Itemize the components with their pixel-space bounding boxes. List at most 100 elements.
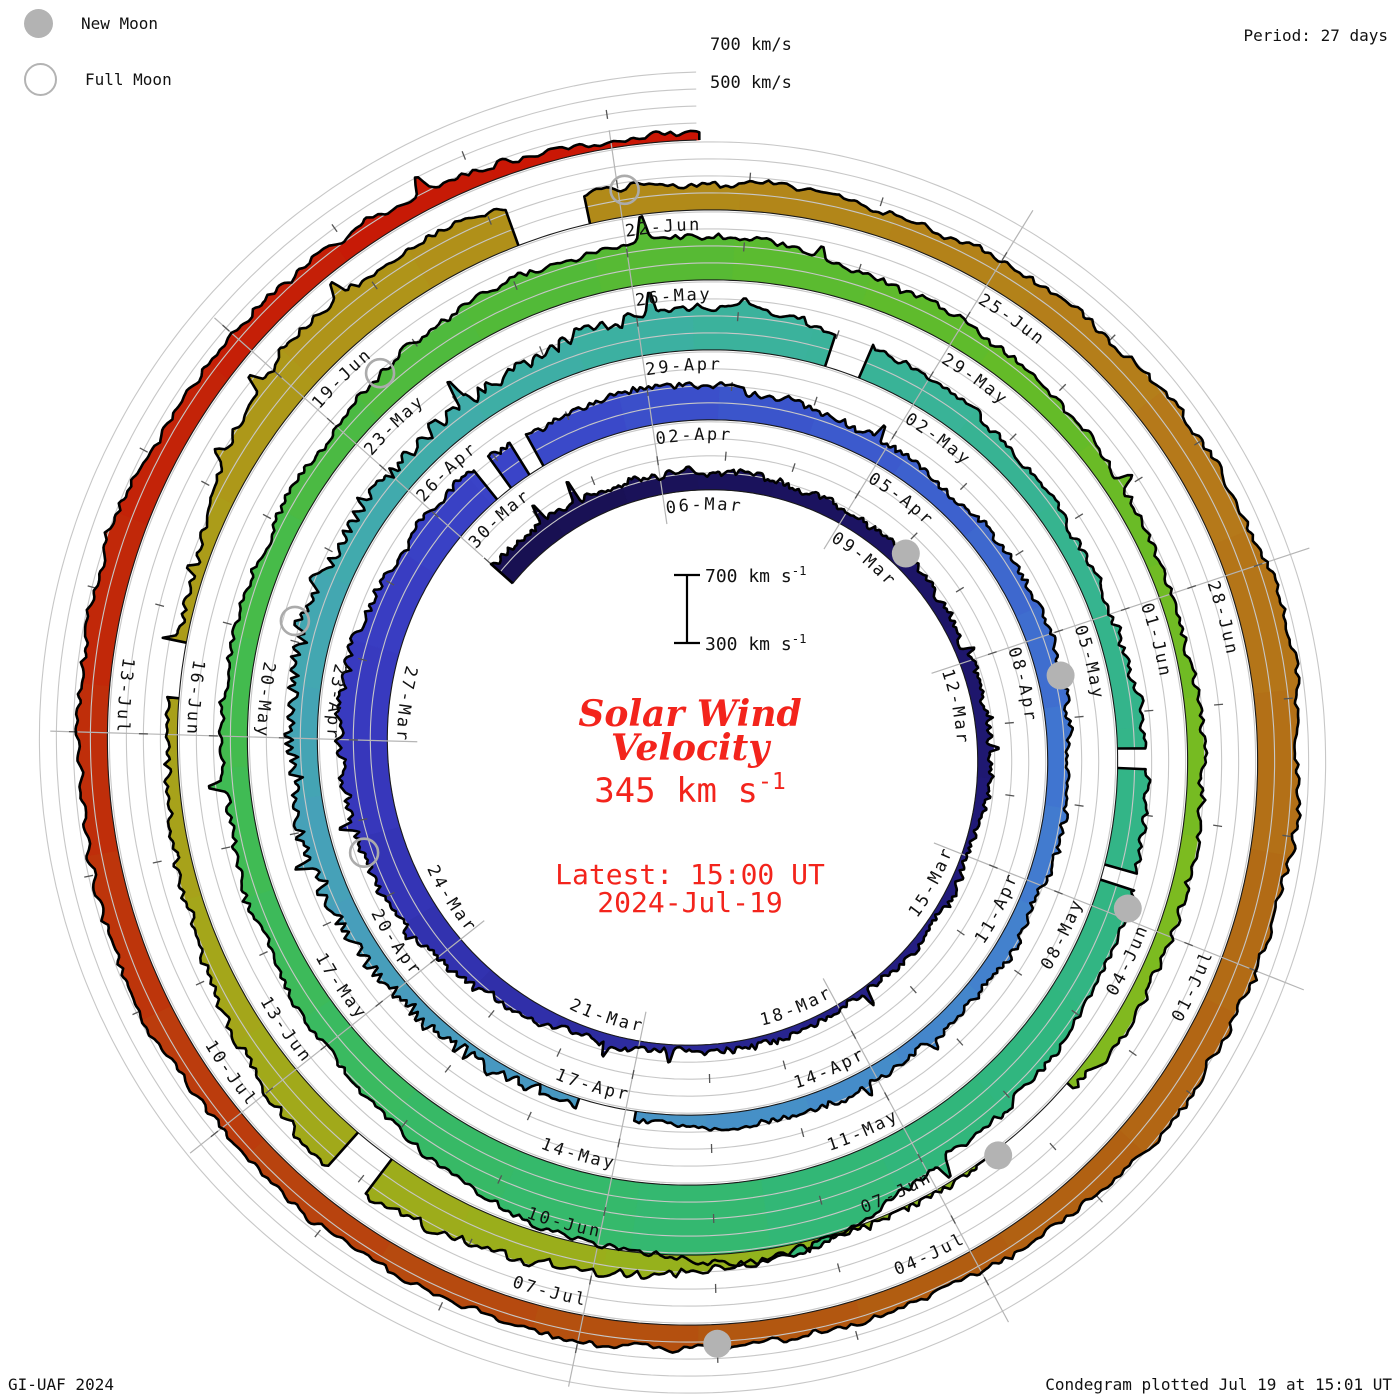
credit-label: GI-UAF 2024 — [8, 1375, 114, 1394]
new-moon-marker — [891, 539, 920, 568]
date-label: r — [1019, 709, 1040, 721]
date-label: a — [950, 718, 971, 730]
moon-legend: New Moon Full Moon — [24, 4, 172, 116]
date-label: r — [719, 425, 731, 446]
date-label: a — [686, 285, 697, 305]
date-label: 9 — [657, 357, 669, 378]
day-tick — [818, 1195, 823, 1205]
date-label: u — [676, 216, 687, 236]
velocity-fill-band — [292, 795, 353, 908]
full-moon-label: Full Moon — [85, 69, 172, 89]
moon-markers — [279, 174, 1142, 1358]
grid-arc-500 — [72, 105, 1293, 1360]
day-tick — [631, 1069, 635, 1079]
day-tick — [513, 281, 518, 290]
velocity-fill-band — [999, 1129, 1145, 1257]
day-tick — [615, 179, 619, 189]
date-label: 2 — [941, 679, 963, 694]
day-tick — [605, 109, 609, 119]
day-tick — [988, 864, 998, 869]
day-tick — [1015, 550, 1024, 556]
day-tick — [987, 651, 997, 656]
day-tick — [1004, 721, 1014, 724]
day-tick — [438, 1301, 444, 1311]
day-tick — [290, 639, 300, 644]
day-tick — [526, 1111, 532, 1121]
velocity-trace-segment — [161, 207, 520, 644]
date-label: M — [1081, 660, 1103, 674]
date-label: - — [660, 287, 672, 308]
day-tick — [385, 580, 395, 586]
velocity-fill-band — [974, 986, 1083, 1113]
day-tick — [1071, 1009, 1080, 1016]
scale-bar: 700 km s-1 300 km s-1 — [674, 564, 806, 655]
day-tick — [956, 1038, 964, 1046]
day-tick — [1282, 834, 1292, 838]
new-moon-marker — [1113, 894, 1142, 923]
date-label: 2 — [257, 660, 279, 674]
date-label: - — [395, 690, 417, 704]
day-tick — [909, 985, 917, 994]
day-tick — [854, 490, 861, 499]
day-tick — [1054, 629, 1064, 634]
day-tick — [152, 860, 162, 864]
date-label: M — [393, 703, 414, 716]
grid-label-700: 700 km/s — [710, 35, 792, 55]
date-label: M — [704, 495, 715, 515]
velocity-fill-band — [898, 557, 956, 630]
day-tick — [357, 657, 368, 662]
day-tick — [724, 451, 727, 461]
grid-label-500: 500 km/s — [710, 73, 792, 93]
date-label: 0 — [256, 673, 277, 686]
scale-bar-top-label: 700 km s-1 — [705, 564, 806, 587]
date-label: M — [947, 705, 968, 718]
date-label: n — [689, 215, 699, 235]
scale-bar-bottom-label: 300 km s-1 — [705, 632, 806, 655]
day-tick — [588, 1275, 593, 1285]
date-label: y — [601, 1151, 615, 1173]
day-tick — [835, 330, 840, 340]
day-tick — [959, 482, 968, 491]
velocity-fill-band — [1134, 389, 1249, 545]
date-label: u — [560, 1286, 575, 1308]
day-tick — [983, 1276, 990, 1286]
new-moon-label: New Moon — [81, 13, 159, 33]
velocity-fill-band — [1036, 500, 1109, 617]
day-tick — [1134, 476, 1143, 483]
date-label: J — [1147, 638, 1169, 652]
day-tick — [855, 1330, 859, 1340]
day-tick — [431, 510, 439, 518]
date-label: 1 — [187, 658, 208, 671]
velocity-fill-band — [1142, 834, 1201, 972]
velocity-trace-segment — [857, 343, 1148, 750]
day-tick — [556, 1048, 562, 1057]
date-label: J — [183, 697, 204, 709]
plot-title-line1: Solar Wind — [578, 693, 801, 735]
date-label: p — [1017, 696, 1038, 709]
date-label: n — [182, 723, 202, 734]
day-tick — [497, 1175, 503, 1184]
date-label: r — [615, 1083, 629, 1105]
plotted-timestamp: Condegram plotted Jul 19 at 15:01 UT — [1045, 1375, 1392, 1394]
velocity-trace-segment — [524, 381, 1074, 1132]
day-tick — [636, 317, 639, 327]
date-label: 3 — [326, 675, 348, 689]
day-tick — [1058, 383, 1067, 392]
day-tick — [813, 396, 818, 406]
date-label: 2 — [644, 359, 657, 380]
date-label: A — [684, 355, 695, 375]
day-tick — [259, 951, 268, 957]
date-label: u — [113, 708, 134, 719]
velocity-fill-band — [403, 904, 491, 989]
grid-arc-400 — [89, 122, 1276, 1343]
day-tick — [371, 281, 378, 290]
day-tick — [155, 603, 165, 608]
date-label: - — [114, 682, 135, 694]
date-label: - — [681, 426, 692, 446]
date-label: y — [699, 285, 709, 305]
day-tick — [314, 1229, 321, 1238]
day-tick — [625, 248, 629, 258]
day-tick — [884, 1092, 890, 1101]
date-label: n — [1153, 664, 1174, 677]
